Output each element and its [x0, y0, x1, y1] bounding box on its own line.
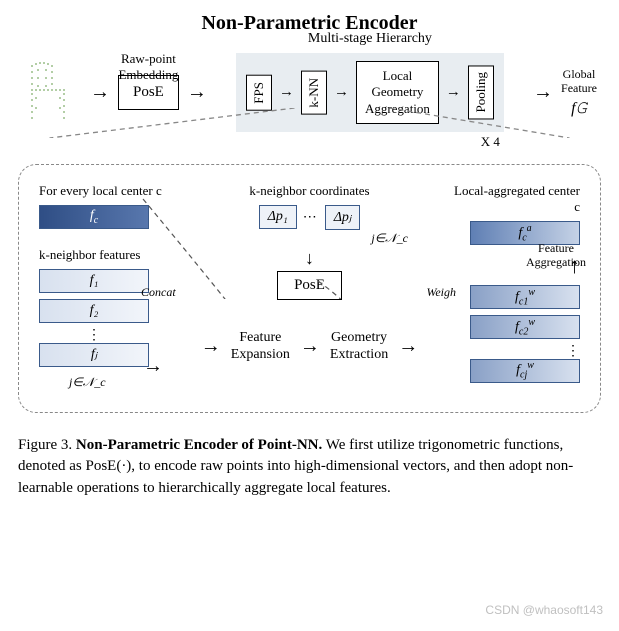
dp1-box: Δp₁ — [259, 205, 297, 229]
down-arrow-icon: ↓ — [305, 248, 314, 269]
caption-bold: Non-Parametric Encoder of Point-NN. — [76, 437, 322, 453]
fg-symbol: f𝙶 — [571, 99, 587, 118]
arrow-icon: → — [143, 355, 163, 378]
pose-detail-box: PosE — [277, 271, 342, 300]
figure-caption: Figure 3. Non-Parametric Encoder of Poin… — [18, 435, 601, 500]
raw-embed-label: Raw-point Embedding — [118, 51, 178, 83]
arrow-icon: → — [533, 81, 553, 104]
arrow-icon: → — [90, 81, 110, 104]
arrow-icon: → — [187, 81, 207, 104]
arrow-icon: → — [446, 84, 461, 101]
repeat-label: X 4 — [481, 134, 500, 150]
chair-pointcloud — [22, 58, 82, 126]
f1-block: f₁ — [39, 269, 149, 293]
detail-right-col: Local-aggregated center c fca ↑ Feature … — [450, 183, 580, 389]
flow-row: → Feature Expansion → Geometry Extractio… — [201, 330, 418, 364]
fps-box: FPS — [246, 75, 272, 111]
fc-block: fc — [39, 205, 149, 229]
pose-block: Raw-point Embedding PosE — [118, 75, 179, 110]
watermark: CSDN @whaosoft143 — [485, 603, 603, 617]
fcwj-block: fcjw — [470, 359, 580, 383]
local-agg-box: Local Geometry Aggregation — [356, 61, 439, 124]
feat-agg-label: Feature Aggregation — [526, 241, 586, 270]
global-feature: Global Feature f𝙶 — [561, 67, 597, 118]
hierarchy-block: Multi-stage Hierarchy FPS → k-NN → Local… — [215, 53, 525, 132]
fcw1-block: fc1w — [470, 285, 580, 309]
hierarchy-box: FPS → k-NN → Local Geometry Aggregation … — [236, 53, 504, 132]
figure-number: Figure 3. — [18, 437, 76, 453]
feat-expansion: Feature Expansion — [231, 330, 290, 364]
j-in-nc-mid: j∈𝒩_c — [371, 231, 408, 246]
f2-block: f₂ — [39, 299, 149, 323]
hdots-icon: ⋯ — [303, 209, 319, 226]
dpj-box: Δpⱼ — [325, 205, 361, 230]
vdots-icon: ⋮ — [470, 347, 580, 357]
vdots-icon: ⋮ — [39, 331, 149, 341]
geo-extraction: Geometry Extraction — [330, 330, 388, 364]
arrow-icon: → — [300, 335, 320, 358]
detail-panel: For every local center c fc k-neighbor f… — [18, 164, 601, 413]
concat-label: Concat — [141, 285, 176, 300]
hierarchy-label: Multi-stage Hierarchy — [308, 31, 432, 47]
knn-box: k-NN — [301, 71, 327, 115]
left-title: For every local center c — [39, 183, 162, 199]
global-feature-label: Global Feature — [561, 67, 597, 96]
j-in-nc: j∈𝒩_c — [69, 375, 106, 390]
arrow-icon: → — [279, 84, 294, 101]
mid-title: k-neighbor coordinates — [249, 183, 369, 199]
right-title: Local-aggregated center c — [450, 183, 580, 215]
detail-mid-col: k-neighbor coordinates Δp₁ ⋯ Δpⱼ j∈𝒩_c ↓… — [183, 183, 436, 364]
fj-block: fⱼ — [39, 343, 149, 367]
arrow-icon: → — [398, 335, 418, 358]
arrow-icon: → — [201, 335, 221, 358]
pooling-box: Pooling — [468, 65, 494, 119]
pipeline-row: → Raw-point Embedding PosE → Multi-stage… — [18, 53, 601, 132]
knn-feat-label: k-neighbor features — [39, 247, 140, 263]
delta-row: Δp₁ ⋯ Δpⱼ — [259, 205, 361, 230]
fcw2-block: fc2w — [470, 315, 580, 339]
arrow-icon: → — [334, 84, 349, 101]
